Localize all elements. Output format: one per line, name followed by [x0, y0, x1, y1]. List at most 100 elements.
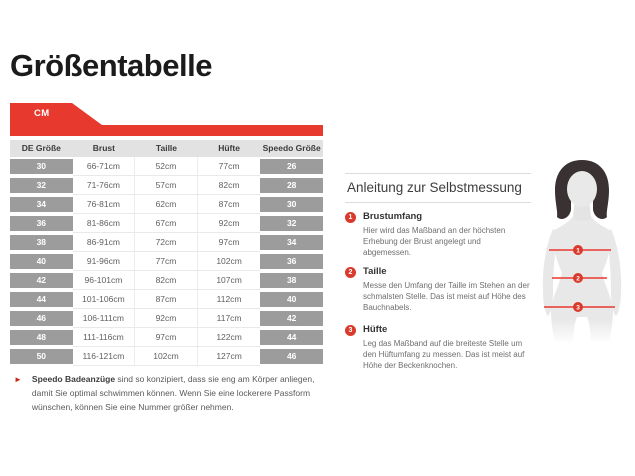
waist-cell: 87cm — [135, 290, 198, 309]
step-2-badge: 2 — [345, 267, 356, 278]
face-shape — [567, 171, 597, 207]
waist-cell: 67cm — [135, 214, 198, 233]
hip-cell: 127cm — [197, 347, 261, 366]
hip-cell: 82cm — [197, 176, 261, 195]
speedo-size-cell: 46 — [260, 349, 323, 364]
de-size-cell: 38 — [10, 235, 73, 250]
waist-cell: 97cm — [135, 328, 198, 347]
header-de-groesse: DE Größe — [21, 143, 61, 153]
hip-cell: 117cm — [197, 309, 261, 328]
hip-marker — [573, 302, 583, 312]
hip-cell: 77cm — [197, 157, 261, 176]
bust-cell: 71-76cm — [72, 176, 136, 195]
table-row: 42 96-101cm 82cm 107cm 38 — [10, 271, 323, 290]
speedo-size-cell: 28 — [260, 178, 323, 193]
speedo-size-cell: 32 — [260, 216, 323, 231]
guide-item-title: Hüfte — [363, 324, 388, 335]
bust-marker — [573, 245, 583, 255]
guide-item-text: Messe den Umfang der Taille im Stehen an… — [363, 281, 530, 312]
hip-cell: 97cm — [197, 233, 261, 252]
waist-cell: 57cm — [135, 176, 198, 195]
waist-cell: 82cm — [135, 271, 198, 290]
header-huefte: Hüfte — [218, 143, 240, 153]
arrow-bullet-icon: ► — [14, 375, 22, 384]
de-size-cell: 42 — [10, 273, 73, 288]
waist-marker-number: 2 — [576, 275, 580, 282]
fit-note-bold: Speedo Badeanzüge — [31, 374, 116, 384]
de-size-cell: 44 — [10, 292, 73, 307]
waist-cell: 52cm — [135, 157, 198, 176]
speedo-size-cell: 40 — [260, 292, 323, 307]
waist-cell: 62cm — [135, 195, 198, 214]
bust-cell: 66-71cm — [72, 157, 136, 176]
bust-cell: 111-116cm — [72, 328, 136, 347]
tab-cm[interactable]: CM — [34, 108, 50, 119]
bust-cell: 101-106cm — [72, 290, 136, 309]
table-row: 32 71-76cm 57cm 82cm 28 — [10, 176, 323, 195]
body-shape — [551, 215, 613, 348]
de-size-cell: 32 — [10, 178, 73, 193]
waist-cell: 77cm — [135, 252, 198, 271]
de-size-cell: 34 — [10, 197, 73, 212]
measurement-guide: Anleitung zur Selbstmessung 1 Brustumfan… — [345, 173, 531, 371]
guide-item-bust: 1 Brustumfang Hier wird das Maßband an d… — [345, 211, 531, 258]
header-taille: Taille — [155, 143, 178, 153]
bust-marker-number: 1 — [576, 247, 580, 254]
speedo-size-cell: 36 — [260, 254, 323, 269]
de-size-cell: 46 — [10, 311, 73, 326]
unit-tab-bar: CM — [10, 103, 323, 136]
de-size-cell: 30 — [10, 159, 73, 174]
table-row: 50 116-121cm 102cm 127cm 46 — [10, 347, 323, 366]
figure-fade — [533, 319, 633, 348]
bust-cell: 76-81cm — [72, 195, 136, 214]
table-row: 30 66-71cm 52cm 77cm 26 — [10, 157, 323, 176]
fit-note-text: Speedo Badeanzüge sind so konzipiert, da… — [32, 372, 324, 414]
de-size-cell: 40 — [10, 254, 73, 269]
bust-cell: 86-91cm — [72, 233, 136, 252]
waist-cell: 92cm — [135, 309, 198, 328]
bust-cell: 91-96cm — [72, 252, 136, 271]
de-size-cell: 48 — [10, 330, 73, 345]
step-3-badge: 3 — [345, 325, 356, 336]
speedo-size-cell: 34 — [260, 235, 323, 250]
guide-item-waist: 2 Taille Messe den Umfang der Taille im … — [345, 266, 531, 313]
de-size-cell: 50 — [10, 349, 73, 364]
table-row: 34 76-81cm 62cm 87cm 30 — [10, 195, 323, 214]
size-table: DE Größe Brust Taille Hüfte Speedo Größe… — [10, 140, 323, 366]
header-speedo-groesse: Speedo Größe — [262, 143, 321, 153]
table-row: 44 101-106cm 87cm 112cm 40 — [10, 290, 323, 309]
divider-top — [345, 173, 531, 174]
de-size-cell: 36 — [10, 216, 73, 231]
size-table-body: 30 66-71cm 52cm 77cm 26 32 71-76cm 57cm … — [10, 157, 323, 366]
fit-note: ► Speedo Badeanzüge sind so konzipiert, … — [12, 372, 324, 414]
guide-item-title: Taille — [363, 266, 387, 277]
speedo-size-cell: 30 — [260, 197, 323, 212]
hip-cell: 112cm — [197, 290, 261, 309]
speedo-size-cell: 44 — [260, 330, 323, 345]
hip-cell: 102cm — [197, 252, 261, 271]
guide-title: Anleitung zur Selbstmessung — [347, 180, 522, 195]
speedo-size-cell: 42 — [260, 311, 323, 326]
bust-cell: 96-101cm — [72, 271, 136, 290]
guide-item-text: Hier wird das Maßband an der höchsten Er… — [363, 226, 506, 257]
table-row: 48 111-116cm 97cm 122cm 44 — [10, 328, 323, 347]
guide-item-hip: 3 Hüfte Leg das Maßband auf die breitest… — [345, 324, 531, 371]
body-silhouette-figure: 1 2 3 — [533, 160, 633, 348]
bust-cell: 106-111cm — [72, 309, 136, 328]
fit-note-rest: sind so konzipiert, dass sie eng am Körp… — [31, 374, 315, 412]
hip-cell: 122cm — [197, 328, 261, 347]
step-1-badge: 1 — [345, 212, 356, 223]
waist-marker — [573, 273, 583, 283]
hair-shape — [555, 160, 609, 219]
speedo-size-cell: 38 — [260, 273, 323, 288]
page-title: Größentabelle — [10, 48, 212, 83]
speedo-size-cell: 26 — [260, 159, 323, 174]
guide-item-title: Brustumfang — [363, 211, 423, 222]
table-row: 46 106-111cm 92cm 117cm 42 — [10, 309, 323, 328]
bust-cell: 81-86cm — [72, 214, 136, 233]
guide-item-text: Leg das Maßband auf die breiteste Stelle… — [363, 339, 525, 370]
waist-cell: 102cm — [135, 347, 198, 366]
table-row: 38 86-91cm 72cm 97cm 34 — [10, 233, 323, 252]
table-row: 36 81-86cm 67cm 92cm 32 — [10, 214, 323, 233]
